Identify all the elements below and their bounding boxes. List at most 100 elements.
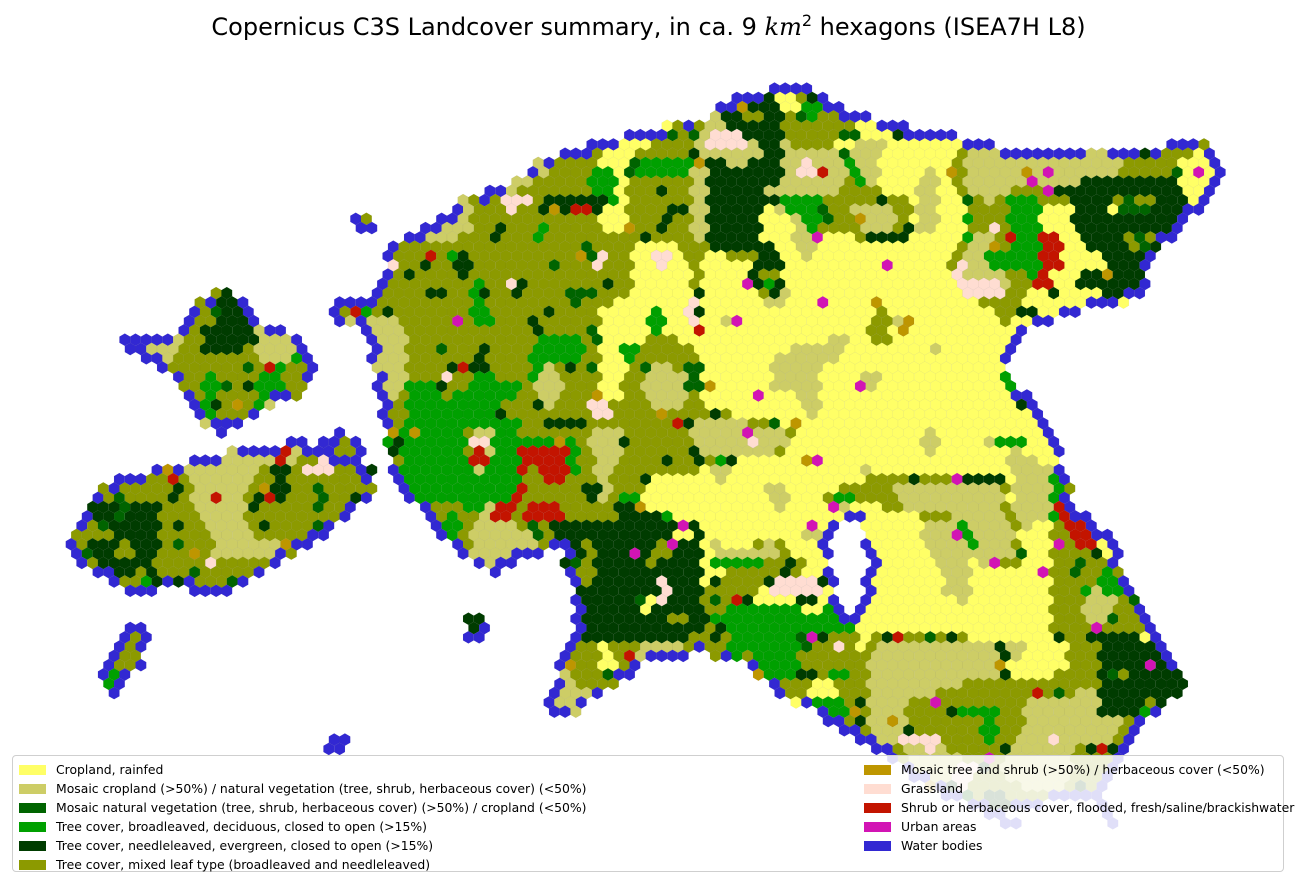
hexagon-cell	[940, 175, 952, 189]
hexagon-cell	[1166, 193, 1178, 207]
title-prefix: Copernicus C3S Landcover summary, in ca.…	[211, 13, 765, 41]
hexagon-cell	[1198, 193, 1210, 207]
legend-swatch	[864, 764, 891, 775]
hexagon-cell	[742, 184, 754, 198]
hexagon-cell	[1150, 184, 1162, 198]
hexagon-cell	[795, 165, 807, 179]
hexagon-cell	[725, 175, 738, 189]
legend-swatch	[19, 802, 46, 813]
hexagon-cell	[693, 137, 705, 151]
hexagon-cell	[817, 91, 829, 105]
hexagon-cell	[500, 193, 512, 207]
hexagon-cell	[1144, 156, 1156, 170]
hexagon-cell	[693, 175, 705, 189]
hexagon-cell	[849, 128, 861, 142]
legend-label: Mosaic natural vegetation (tree, shrub, …	[56, 800, 587, 815]
hexagon-cell	[693, 119, 705, 133]
legend-item: Mosaic cropland (>50%) / natural vegetat…	[19, 779, 586, 798]
hexagon-cell	[672, 193, 684, 207]
hexagon-cell	[742, 165, 754, 179]
hexagon-cell	[763, 165, 775, 179]
hexagon-cell	[747, 175, 759, 189]
hexagon-cell	[656, 165, 668, 179]
hexagon-cell	[795, 91, 807, 105]
hexagon-cell	[940, 156, 952, 170]
legend-swatch	[864, 802, 891, 813]
hexagon-cell	[865, 193, 877, 207]
hexagon-cell	[586, 137, 598, 151]
hexagon-cell	[1042, 147, 1054, 161]
hexagon-cell	[742, 91, 754, 105]
legend-swatch	[19, 859, 46, 870]
hexagon-cell	[586, 156, 598, 170]
hexagon-cell	[1096, 184, 1108, 198]
hexagon-cell	[956, 184, 968, 198]
legend-swatch	[864, 783, 891, 794]
hexagon-cell	[849, 147, 861, 161]
hexagon-cell	[1203, 147, 1215, 161]
hexagon-cell	[1010, 165, 1022, 179]
title-exponent: 2	[801, 11, 813, 30]
legend-label: Grassland	[901, 781, 963, 796]
hexagon-cell	[1198, 175, 1210, 189]
hexagon-cell	[656, 184, 668, 198]
hexagon-cell	[811, 119, 823, 133]
hexagon-cell	[870, 165, 883, 179]
hexagon-cell	[747, 100, 759, 114]
hexagon-cell	[919, 175, 931, 189]
legend-swatch	[19, 764, 46, 775]
hexagon-cell	[779, 156, 791, 170]
legend-label: Tree cover, needleleaved, evergreen, clo…	[56, 838, 434, 853]
hexagon-cell	[972, 193, 985, 207]
legend-item: Mosaic tree and shrub (>50%) / herbaceou…	[864, 760, 1294, 779]
hexagon-cell	[538, 184, 550, 198]
hexagon-cell	[725, 156, 738, 170]
hexagon-cell	[919, 156, 931, 170]
hexagon-cell	[677, 128, 689, 142]
hexagon-cell	[811, 137, 823, 151]
legend-swatch	[864, 821, 891, 832]
hexagon-cell	[1096, 165, 1108, 179]
hexagon-cell	[887, 175, 899, 189]
legend-item: Shrub or herbaceous cover, flooded, fres…	[864, 798, 1294, 817]
hexagon-cell	[1026, 156, 1038, 170]
hexagon-cell	[607, 156, 619, 170]
hexagon-cell	[763, 147, 775, 161]
hexagon-cell	[1150, 165, 1162, 179]
hexagon-cell	[554, 193, 566, 207]
hexagon-cell	[709, 128, 721, 142]
hexagon-cell	[903, 184, 915, 198]
hexagon-cell	[725, 193, 738, 207]
hexagon-cell	[484, 184, 496, 198]
hexagon-cell	[1074, 165, 1087, 179]
hexagon-cell	[935, 128, 947, 142]
legend-label: Tree cover, mixed leaf type (broadleaved…	[56, 857, 431, 872]
hexagon-cell	[1150, 147, 1162, 161]
hexagon-cell	[640, 156, 652, 170]
hexagon-cell	[870, 147, 883, 161]
hexagon-cell	[946, 128, 958, 142]
hexagon-cell	[1080, 175, 1092, 189]
legend-label: Cropland, rainfed	[56, 762, 164, 777]
hexagon-cell	[779, 175, 791, 189]
hexagon-cell	[763, 184, 775, 198]
hexagon-cell	[602, 184, 614, 198]
legend-item: Urban areas	[864, 817, 1294, 836]
legend-swatch	[19, 821, 46, 832]
hexagon-cell	[779, 119, 791, 133]
hexagon-cell	[1128, 184, 1140, 198]
hexagon-cell	[1112, 175, 1124, 189]
hexagon-cell	[532, 156, 544, 170]
hexagon-cell	[586, 175, 598, 189]
hexagon-cell	[1182, 184, 1194, 198]
hexagon-cell	[865, 175, 877, 189]
hexagon-cell	[779, 100, 791, 114]
legend-swatch	[19, 783, 46, 794]
hexagon-cell	[887, 137, 899, 151]
hexagon-cell	[709, 165, 721, 179]
hexagon-cell	[1166, 156, 1178, 170]
hexagon-cell	[903, 165, 915, 179]
hexagon-cell	[623, 184, 636, 198]
hexagon-cell	[1209, 175, 1221, 189]
hexagon-cell	[989, 147, 1001, 161]
